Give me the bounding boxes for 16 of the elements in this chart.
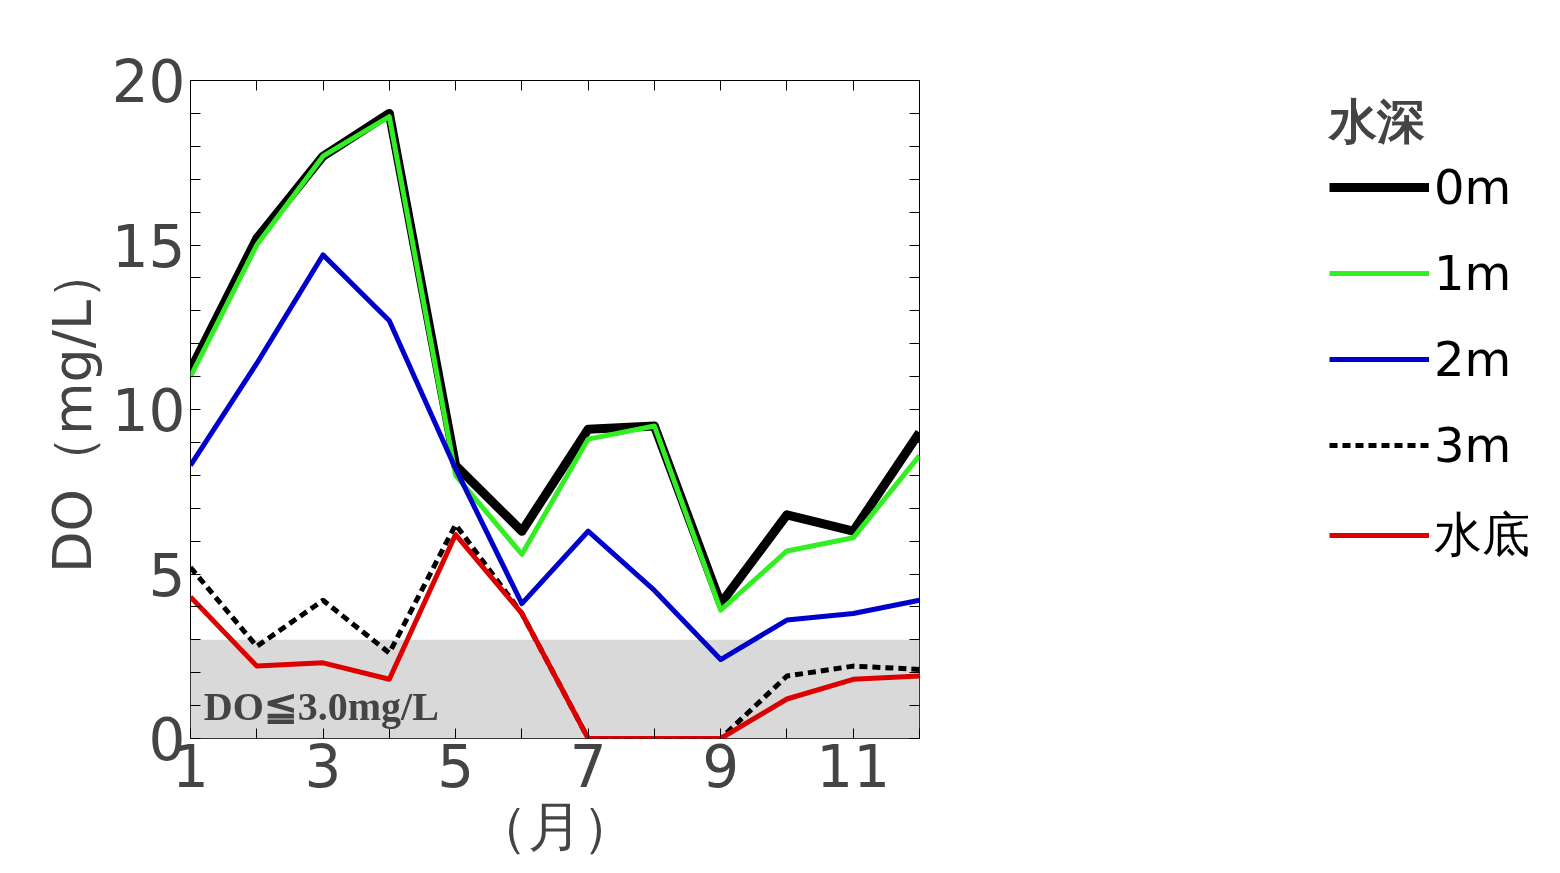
y-tick-label: 5 [148, 541, 186, 610]
x-tick-label: 9 [702, 732, 740, 801]
legend-label: 1m [1434, 245, 1512, 301]
y-tick-label: 10 [111, 377, 186, 445]
legend-label: 2m [1434, 331, 1512, 387]
x-tick-label: 3 [304, 732, 342, 801]
y-axis-title: DO（mg/L） [40, 245, 104, 574]
y-tick-label: 20 [111, 48, 186, 116]
x-tick-label: 5 [437, 732, 475, 801]
y-tick-label: 15 [111, 212, 186, 281]
legend-label: 3m [1434, 417, 1512, 473]
band-label: DO≦3.0mg/L [203, 683, 439, 729]
legend-label: 水底 [1434, 505, 1530, 564]
x-tick-label: 11 [816, 732, 891, 801]
legend-title: 水深 [1329, 92, 1426, 151]
legend-label: 0m [1434, 159, 1512, 215]
